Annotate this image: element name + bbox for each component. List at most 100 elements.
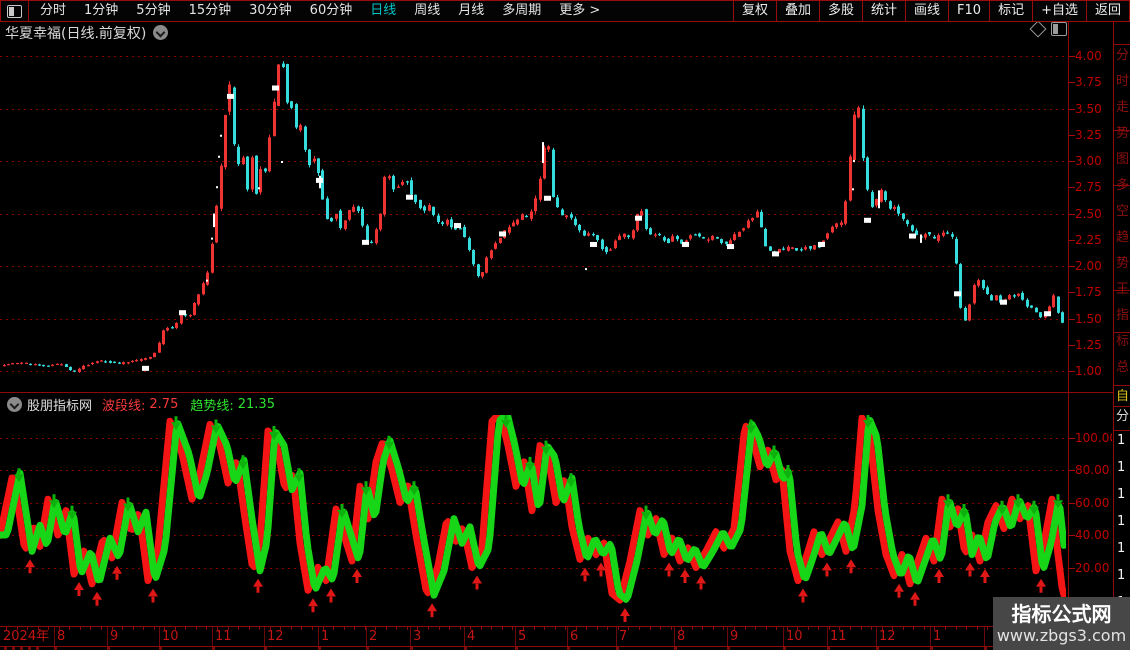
minor-tick bbox=[406, 627, 408, 630]
minor-tick bbox=[259, 627, 261, 630]
date-separator bbox=[212, 627, 213, 646]
indicator-ribbon-chart[interactable] bbox=[0, 415, 1066, 626]
side-strip-glyph: 指 bbox=[1116, 308, 1130, 323]
clipped-glyph-mark bbox=[410, 647, 413, 650]
minor-tick bbox=[755, 627, 757, 630]
date-label: 12 bbox=[879, 629, 896, 644]
band-line-label: 波段线: bbox=[102, 398, 146, 414]
period-tab-更多 >[interactable]: 更多 > bbox=[559, 3, 601, 18]
clipped-glyph-mark bbox=[783, 647, 786, 650]
minor-tick bbox=[480, 627, 482, 630]
diamond-icon[interactable] bbox=[1029, 20, 1047, 38]
clipped-glyph-mark bbox=[212, 647, 215, 650]
date-separator bbox=[616, 627, 617, 646]
minor-tick bbox=[375, 627, 377, 630]
side-strip-separator bbox=[1114, 406, 1130, 407]
side-strip-quote-row[interactable]: 1 bbox=[1117, 433, 1126, 448]
date-label: 2 bbox=[369, 629, 378, 644]
period-tab-日线[interactable]: 日线 bbox=[370, 3, 397, 18]
date-label: 4 bbox=[467, 629, 476, 644]
minor-tick bbox=[955, 627, 957, 630]
price-tick bbox=[1068, 161, 1075, 162]
side-strip-separator bbox=[1114, 130, 1130, 131]
date-separator bbox=[984, 627, 985, 646]
minor-tick bbox=[238, 627, 240, 630]
minor-tick bbox=[776, 627, 778, 630]
minor-tick bbox=[639, 627, 640, 630]
price-tick bbox=[1068, 344, 1075, 346]
minor-tick bbox=[69, 627, 71, 630]
period-tab-30分钟[interactable]: 30分钟 bbox=[249, 3, 292, 18]
period-tab-5分钟[interactable]: 5分钟 bbox=[136, 3, 171, 18]
clipped-glyph-mark bbox=[567, 647, 570, 650]
minor-tick bbox=[786, 627, 788, 630]
minor-tick bbox=[48, 627, 50, 630]
clipped-glyph-mark bbox=[366, 647, 369, 650]
minor-tick bbox=[902, 627, 904, 630]
minor-tick bbox=[58, 627, 60, 630]
side-strip-quote-row[interactable]: 1 bbox=[1117, 487, 1126, 502]
period-tab-多周期[interactable]: 多周期 bbox=[502, 3, 542, 18]
side-strip-quote-row[interactable]: 1 bbox=[1117, 514, 1126, 529]
minor-tick bbox=[290, 627, 292, 630]
minor-tick bbox=[396, 627, 398, 630]
price-tick bbox=[1068, 187, 1075, 189]
date-separator bbox=[876, 627, 877, 646]
indicator-tick-label: 80.00 bbox=[1075, 464, 1110, 476]
date-separator bbox=[318, 627, 319, 646]
action-button-多股[interactable]: 多股 bbox=[818, 1, 862, 21]
price-tick-label: 3.75 bbox=[1075, 76, 1102, 89]
price-tick bbox=[1068, 318, 1075, 320]
minor-tick bbox=[828, 627, 830, 630]
action-button-统计[interactable]: 统计 bbox=[862, 1, 905, 21]
indicator-collapse-icon[interactable] bbox=[7, 396, 22, 412]
side-strip-quote-row[interactable]: 1 bbox=[1117, 568, 1126, 583]
title-dropdown-icon[interactable] bbox=[153, 25, 169, 40]
minor-tick bbox=[195, 627, 197, 630]
minor-tick bbox=[132, 627, 134, 630]
layout-toggle-button[interactable] bbox=[1, 1, 29, 21]
minor-tick bbox=[923, 627, 925, 630]
price-tick bbox=[1068, 266, 1075, 267]
minor-tick bbox=[459, 627, 461, 630]
indicator-tick-label: 40.00 bbox=[1075, 529, 1110, 541]
period-tab-1分钟[interactable]: 1分钟 bbox=[84, 3, 119, 18]
panel-layout-icon[interactable] bbox=[1051, 22, 1067, 36]
period-tab-分时[interactable]: 分时 bbox=[40, 3, 67, 18]
period-tabs: 分时 1分钟 5分钟 15分钟 30分钟 60分钟 日线 周线 月线 多周期 更多 > bbox=[31, 1, 609, 21]
action-button-F10[interactable]: F10 bbox=[948, 1, 989, 21]
side-strip-glyph: 势 bbox=[1116, 126, 1130, 141]
action-button-返回[interactable]: 返回 bbox=[1085, 1, 1129, 21]
price-tick-label: 4.00 bbox=[1075, 50, 1102, 62]
side-strip-quote-row[interactable]: 1 bbox=[1117, 541, 1126, 556]
action-button-标记[interactable]: 标记 bbox=[989, 1, 1032, 21]
indicator-header: 股朋指标网 波段线: 2.75 趋势线: 21.35 bbox=[0, 394, 1060, 414]
indicator-tick-label: 20.00 bbox=[1075, 561, 1110, 574]
minor-tick bbox=[565, 627, 567, 630]
date-label: 6 bbox=[570, 629, 579, 644]
date-label: 5 bbox=[518, 629, 527, 644]
price-tick bbox=[1068, 108, 1075, 110]
side-strip-highlight[interactable]: 自 bbox=[1116, 389, 1130, 404]
action-button-复权[interactable]: 复权 bbox=[732, 1, 776, 21]
side-strip-quote-row[interactable]: 1 bbox=[1117, 460, 1126, 475]
period-tab-月线[interactable]: 月线 bbox=[458, 3, 485, 18]
period-tab-60分钟[interactable]: 60分钟 bbox=[309, 3, 353, 18]
minor-tick bbox=[554, 627, 556, 630]
action-button-叠加[interactable]: 叠加 bbox=[775, 1, 819, 21]
minor-tick bbox=[385, 627, 387, 630]
price-tick bbox=[1068, 82, 1075, 84]
side-strip-sub[interactable]: 分 bbox=[1116, 409, 1130, 424]
main-candlestick-chart[interactable] bbox=[0, 45, 1066, 390]
action-button-画线[interactable]: 画线 bbox=[905, 1, 948, 21]
minor-tick bbox=[586, 627, 588, 630]
side-strip-separator bbox=[1114, 430, 1130, 431]
minor-tick bbox=[966, 627, 968, 630]
price-tick-label: 2.75 bbox=[1075, 181, 1102, 194]
minor-tick bbox=[617, 627, 619, 630]
period-tab-周线[interactable]: 周线 bbox=[414, 3, 441, 18]
period-tab-15分钟[interactable]: 15分钟 bbox=[188, 3, 232, 18]
indicator-tick bbox=[1068, 437, 1075, 439]
action-button-+自选[interactable]: +自选 bbox=[1032, 1, 1086, 21]
watermark-title: 指标公式网 bbox=[1011, 601, 1112, 626]
